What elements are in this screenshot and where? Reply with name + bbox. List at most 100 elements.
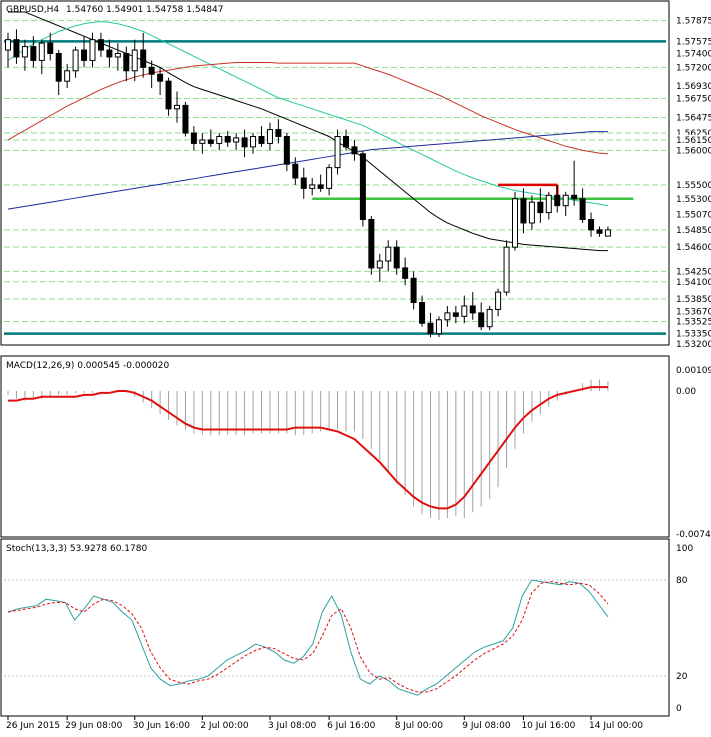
price-tick-label-box [674,294,711,305]
moving-averages [7,11,609,252]
moving-average-line [7,21,609,207]
price-tick-label: 1.53200 [676,340,711,350]
candle-body [545,194,552,214]
moving-average-line [8,11,608,252]
price-tick-label: 1.53670 [676,307,711,317]
time-tick-label: 14 Jul 00:00 [589,721,643,731]
price-tick-label: 1.56750 [676,94,711,104]
price-tick-label-box [674,276,711,287]
time-tick-label: 29 Jun 08:00 [65,721,122,731]
candle-body [190,132,197,144]
candle-body [478,312,485,328]
macd-tick-label: -0.00743 [676,530,711,540]
price-tick-label-box [674,242,711,253]
candle-body [216,136,223,144]
candle-body [343,136,349,148]
candle-body [435,319,442,335]
candle-body [106,49,113,58]
macd-series [7,379,609,520]
price-tick-label: 1.57575 [676,37,711,47]
time-tick-label: 3 Jul 08:00 [268,721,317,731]
candle-body [300,177,307,189]
price-tick-label-box [674,328,711,339]
price-tick-label: 1.53525 [676,318,711,328]
candle-body [250,136,257,148]
candle-body [503,246,510,293]
candle-body [38,42,45,61]
candle-body [182,104,189,134]
candle-body [174,104,180,110]
price-tick-label-box [674,128,711,139]
price-tick-label-box [674,15,711,26]
candle-body [224,136,231,143]
candle-body [334,136,341,169]
candle-body [317,184,324,189]
macd-tick-label: 0.00 [676,387,696,397]
candle-body [81,49,88,61]
candle-body [275,129,282,137]
candle-body [410,277,417,303]
candle-body [512,198,518,248]
stoch-tick-label: 80 [676,576,688,586]
price-tick-label: 1.54850 [676,226,711,236]
candle-body [554,194,561,207]
price-tick-label-box [674,62,711,73]
candle-body [157,73,164,82]
time-tick-label: 9 Jul 08:00 [462,721,511,731]
candle-body [97,39,104,51]
candle-body [131,49,138,72]
time-tick-label: 8 Jul 00:00 [395,721,444,731]
price-tick-label-box [674,145,711,156]
price-tick-label-box [674,36,711,47]
price-tick-label: 1.57200 [676,63,711,73]
stoch-signal-line [7,581,609,693]
moving-average-line [7,131,608,210]
price-tick-label-box [674,93,711,104]
candle-body [13,39,20,58]
candle-body [486,308,493,328]
time-tick-label: 10 Jul 16:00 [521,721,575,731]
time-tick-label: 30 Jun 16:00 [133,721,190,731]
ohlc-readout: 1.54760 1.54901 1.54758 1.54847 [66,5,223,15]
price-tick-label-box [674,112,711,123]
price-tick-label-box [674,193,711,204]
price-tick-label-box [674,316,711,327]
macd-signal-line [8,386,608,510]
price-tick-label: 1.53850 [676,295,711,305]
candle-body [596,229,603,234]
candle-body [89,39,96,61]
price-tick-label: 1.56930 [676,82,711,92]
stoch-tick-label: 0 [676,704,682,714]
axis-labels: 1.57875 1.57575 1.57200 1.56750 1.56475 1.562… [6,15,711,731]
candle-body [495,291,502,310]
candle-body [165,80,172,110]
candle-body [114,53,121,58]
candle-body [571,194,578,200]
macd-pane [0,355,670,538]
price-tick-label: 1.54600 [676,243,711,253]
candle-body [55,53,62,82]
candle-body [368,219,375,269]
price-tick-label-box [674,266,711,277]
price-tick-label: 1.55070 [676,211,711,221]
candle-body [148,66,155,75]
time-tick-label: 2 Jul 00:00 [200,721,249,731]
candle-body [419,302,426,324]
stoch-pane [0,538,670,717]
candle-body [207,139,214,144]
candle-body [562,194,569,207]
price-tick-label-box [674,224,711,235]
price-tick-label-box [674,134,711,145]
candle-body [452,312,459,317]
candle-body [72,49,79,72]
price-tick-label: 1.55300 [676,195,711,205]
candle-body [588,219,595,231]
candle-body [47,42,54,54]
candle-body [444,312,451,321]
moving-average-line [7,61,608,155]
candle-body [309,184,316,189]
price-tick-label: 1.54100 [676,278,711,288]
price-tick-label: 1.55500 [676,181,711,191]
